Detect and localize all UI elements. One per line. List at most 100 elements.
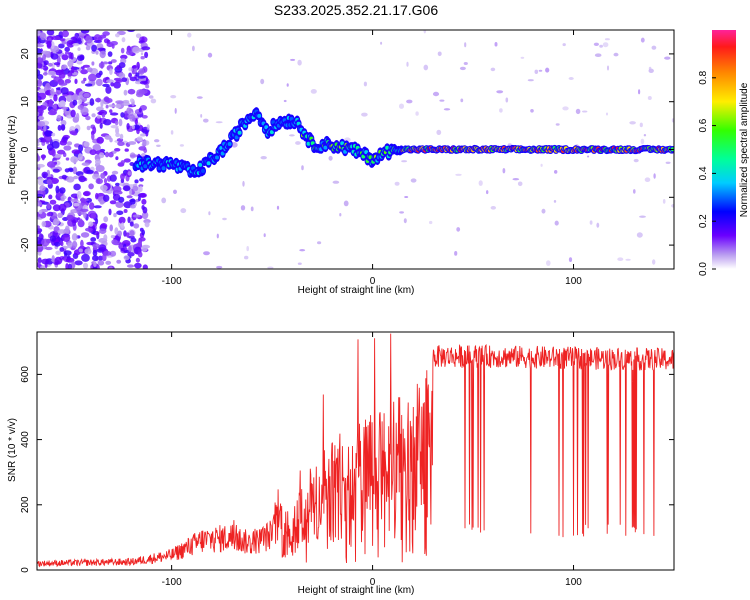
spectrogram-ridge-core — [237, 130, 242, 135]
spectrogram-noise-blob — [111, 43, 115, 49]
spectrogram-noise-blob — [50, 177, 59, 184]
spectrogram-noise-blob — [66, 40, 75, 48]
spectrogram-noise-blob — [113, 213, 117, 218]
spectrogram-noise-blob — [126, 107, 132, 114]
spectrogram-noise-blob — [37, 74, 44, 80]
spectrogram-noise-blob — [126, 195, 133, 199]
spectrogram-noise-blob — [91, 113, 96, 118]
spectrogram-noise-blob — [71, 233, 78, 241]
spectrogram-faint-blob — [464, 42, 467, 48]
spectrogram-faint-blob — [644, 177, 651, 182]
spectrogram-noise-blob — [86, 125, 91, 131]
spectrogram-noise-blob — [37, 257, 42, 264]
spectrogram-noise-blob — [127, 171, 132, 176]
spectrogram-noise-blob — [53, 76, 62, 83]
x-tick-label: -100 — [162, 276, 182, 287]
spectrogram-noise-blob — [80, 66, 85, 70]
spectrogram-faint-blob — [263, 233, 266, 238]
spectrogram-faint-blob — [643, 134, 647, 137]
snr-panel: -100 0 100 0 200 400 600 Height of straight l… — [7, 331, 675, 596]
spectrogram-noise-blob — [114, 120, 119, 126]
spectrogram-faint-blob — [290, 58, 296, 61]
spectrogram-noise-blob — [64, 109, 72, 117]
spectrogram-noise-blob — [46, 179, 53, 185]
spectrogram-faint-blob — [332, 180, 340, 184]
spectrogram-faint-blob — [216, 265, 223, 269]
spectrogram-noise-blob — [110, 82, 115, 87]
spectrogram-noise-blob — [43, 124, 47, 132]
spectrogram-noise-blob — [39, 185, 46, 192]
spectrogram-noise-blob — [145, 84, 150, 89]
spectrogram-noise-blob — [134, 179, 139, 184]
spectrogram-faint-blob — [640, 138, 645, 145]
spectrogram-faint-blob — [297, 59, 302, 66]
spectrogram-noise-blob — [132, 65, 137, 69]
spectrogram-noise-blob — [37, 79, 43, 87]
spectrogram-noise-blob — [47, 70, 57, 76]
spectrogram-noise-blob — [83, 92, 90, 98]
spectrogram-faint-blob — [494, 42, 498, 47]
colorbar-ticks: 0.0 0.2 0.4 0.6 0.8 — [698, 70, 716, 276]
spectrogram-faint-blob — [437, 51, 442, 57]
spectrogram-noise-blob — [65, 263, 69, 269]
spectrogram-faint-blob — [478, 180, 483, 186]
colorbar-label: Normalized spectral amplitude — [739, 82, 750, 217]
spectrogram-noise-blob — [82, 262, 89, 269]
colorbar-tick-label: 0.8 — [698, 70, 709, 84]
spectrogram-noise-blob — [51, 35, 61, 41]
spectrogram-noise-blob — [103, 178, 108, 184]
spectrogram-noise-blob — [91, 132, 95, 141]
spectrogram-noise-blob — [112, 185, 122, 193]
spectrogram-noise-blob — [115, 182, 120, 187]
spectrogram-faint-blob — [231, 142, 238, 148]
spectrogram-noise-blob — [48, 99, 53, 107]
spectrogram-noise-blob — [88, 73, 97, 82]
spectrogram-faint-blob — [625, 258, 631, 261]
spectrogram-noise-blob — [114, 227, 119, 235]
spectrogram-noise-blob — [120, 47, 125, 54]
spectrogram-faint-blob — [443, 108, 451, 111]
spectrogram-noise-blob — [97, 255, 103, 261]
spectrogram-noise-blob — [37, 62, 43, 69]
spectrogram-noise-blob — [72, 43, 80, 47]
spectrogram-noise-blob — [84, 248, 92, 255]
spectrogram-noise-blob — [57, 229, 66, 234]
spectrogram-noise-blob — [64, 168, 70, 173]
spectrogram-noise-blob — [90, 237, 97, 242]
spectrogram-noise-blob — [129, 230, 135, 237]
spectrogram-noise-blob — [70, 109, 76, 118]
spectrogram-ridge-core — [234, 135, 239, 140]
spectrogram-noise-blob — [114, 148, 121, 152]
y-tick-label: -10 — [20, 190, 31, 205]
spectrogram-noise-blob — [110, 125, 119, 129]
spectrogram-faint-blob — [463, 62, 468, 65]
spectrogram-noise-blob — [60, 38, 65, 42]
spectrogram-faint-blob — [399, 103, 404, 109]
spectrogram-noise-blob — [132, 46, 141, 54]
spectrogram-noise-blob — [113, 81, 121, 89]
spectrogram-noise-blob — [109, 112, 119, 116]
spectrogram-faint-blob — [146, 124, 150, 130]
spectrogram-faint-blob — [317, 241, 322, 245]
spectrogram-noise-blob — [121, 37, 126, 43]
spectrogram-noise-blob — [92, 243, 100, 249]
spectrogram-noise-blob — [90, 213, 96, 219]
spectrogram-noise-blob — [98, 152, 105, 159]
spectrogram-faint-blob — [339, 213, 342, 217]
spectrogram-noise-blob — [42, 65, 49, 71]
spectrogram-noise-blob — [141, 46, 151, 51]
spectrogram-faint-blob — [589, 220, 593, 225]
spectrogram-faint-blob — [664, 56, 671, 60]
spectrogram-ridge-core — [215, 155, 219, 160]
spectrogram-faint-blob — [131, 124, 136, 130]
spectrogram-noise-blob — [99, 50, 106, 59]
spectrogram-noise-blob — [83, 141, 90, 147]
spectrogram-noise-blob — [86, 169, 94, 174]
spectrogram-noise-blob — [37, 200, 42, 207]
spectrogram-faint-blob — [562, 106, 569, 111]
spectrogram-noise-blob — [123, 230, 127, 237]
spectrogram-noise-blob — [60, 124, 66, 131]
spectrogram-noise-blob — [54, 256, 63, 265]
spectrogram-ridge-core — [227, 142, 232, 146]
spectrogram-noise-blob — [72, 99, 78, 106]
